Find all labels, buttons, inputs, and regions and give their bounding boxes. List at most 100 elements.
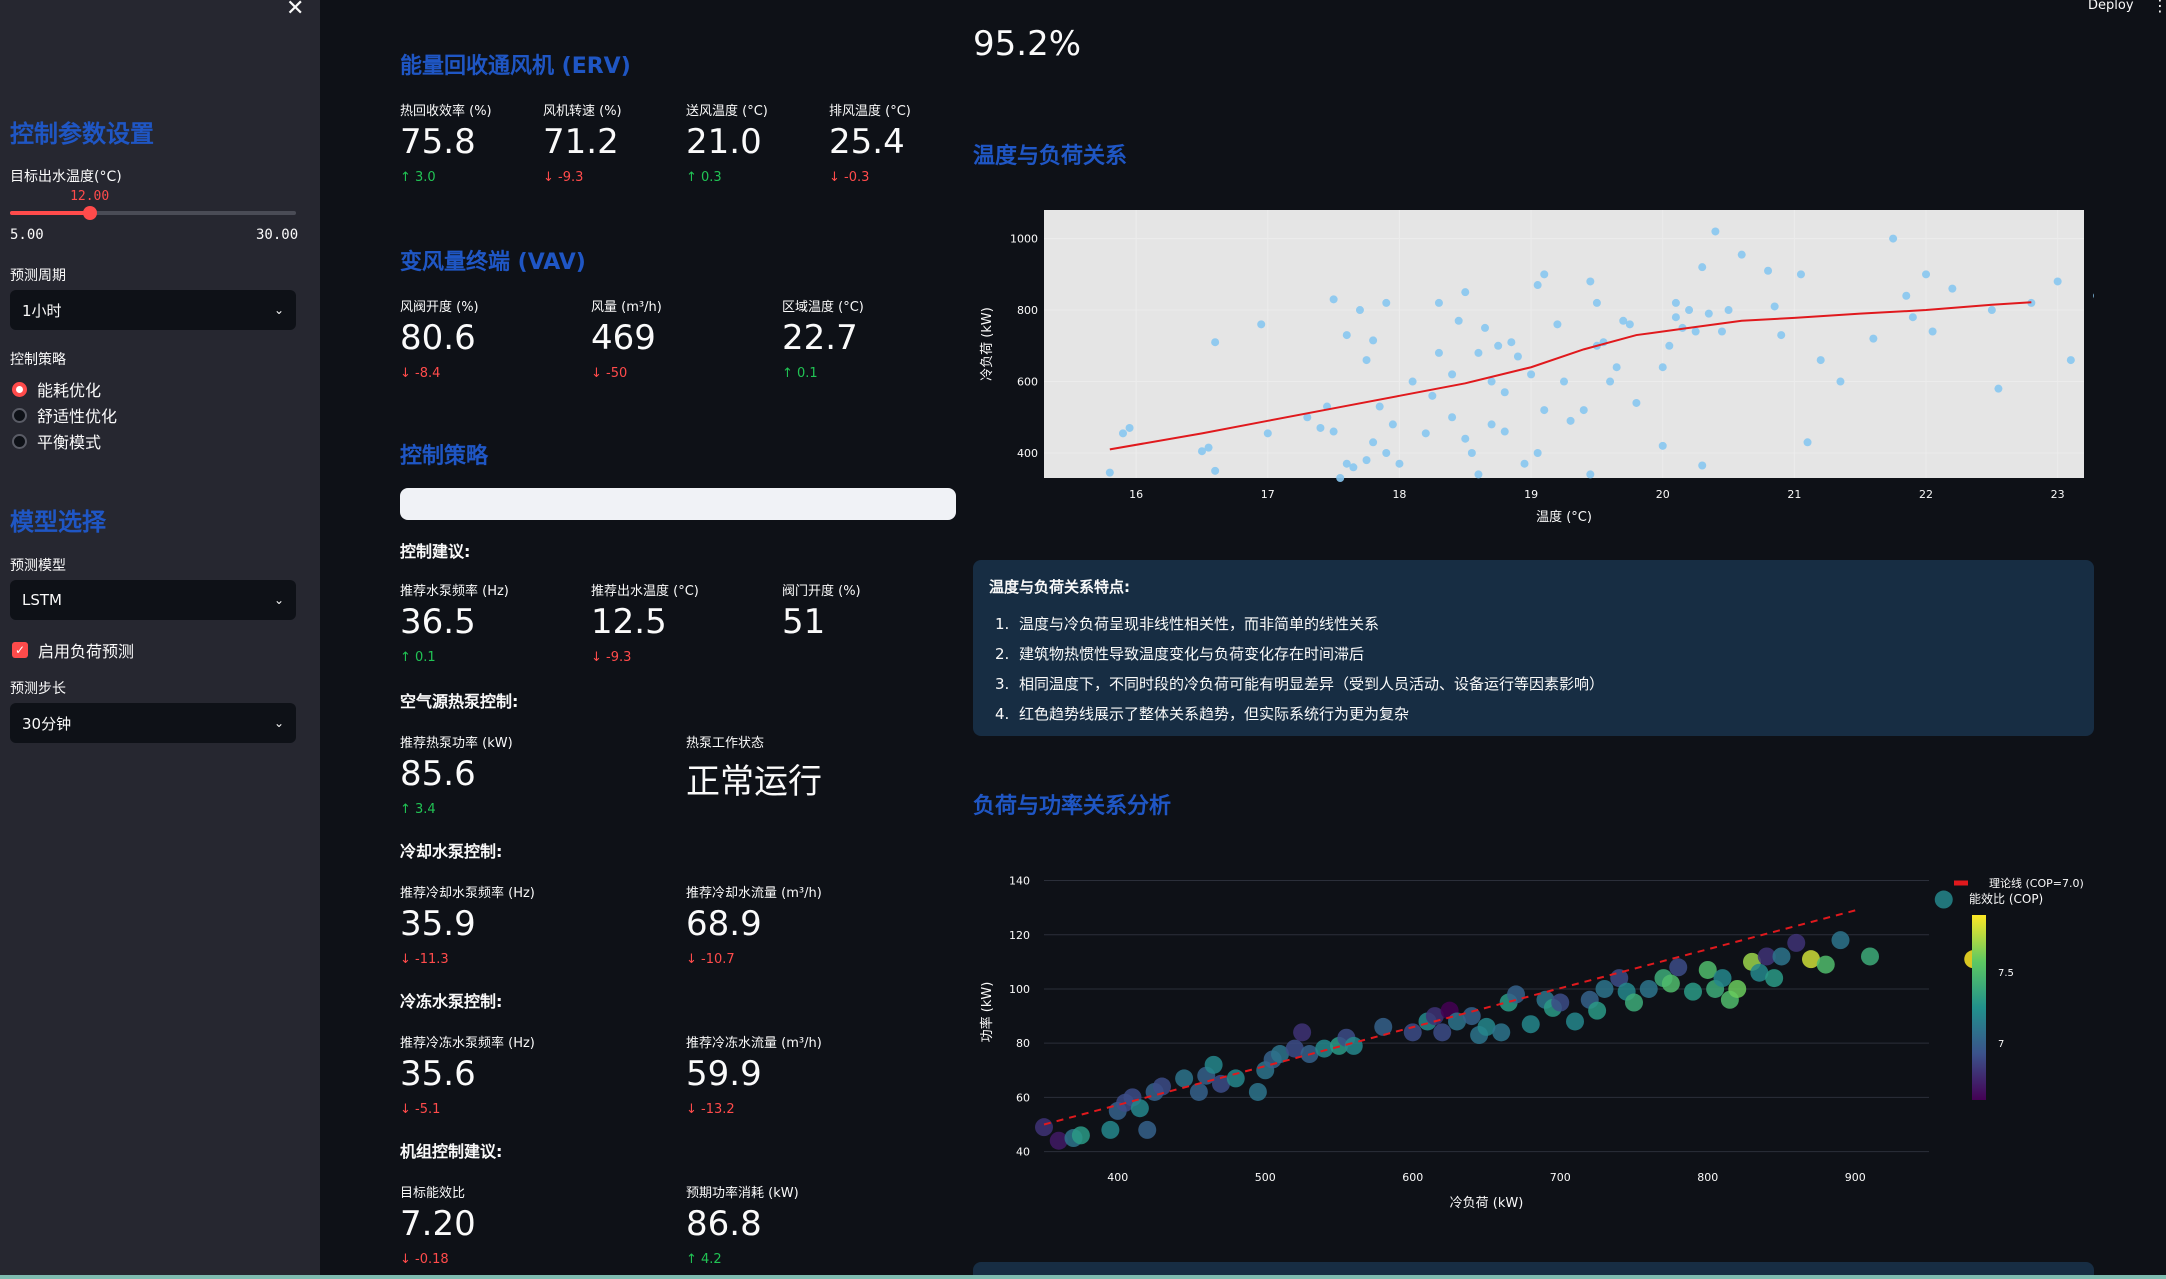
- data-point: [1336, 474, 1345, 482]
- erv-metric-label: 热回收效率 (%): [400, 104, 492, 119]
- erv-metric-label: 风机转速 (%): [543, 104, 622, 119]
- step-label: 预测步长: [10, 681, 66, 697]
- x-tick-label: 900: [1845, 1171, 1866, 1184]
- x-tick-label: 21: [1787, 488, 1801, 501]
- chilled-label: 冷冻水泵控制:: [400, 992, 503, 1011]
- chilled-metric-delta: ↓ -5.1: [400, 1102, 440, 1117]
- data-point: [1303, 413, 1312, 422]
- unit-metric-delta: ↓ -0.18: [400, 1252, 449, 1267]
- arrow-down-icon: ↓: [400, 1252, 416, 1267]
- data-point: [1704, 309, 1713, 318]
- data-point: [1831, 931, 1850, 950]
- delta-text: 4.2: [701, 1252, 722, 1267]
- data-point: [1204, 1055, 1223, 1074]
- data-point: [2053, 277, 2062, 286]
- delta-text: -13.2: [701, 1102, 735, 1117]
- radio-unselected-icon: [12, 433, 27, 449]
- data-point: [1369, 336, 1378, 345]
- data-point: [1787, 933, 1806, 952]
- data-point: [1487, 377, 1496, 386]
- notes-title: 温度与负荷关系特点:: [989, 578, 1130, 596]
- data-point: [1619, 316, 1628, 325]
- data-point: [1669, 958, 1688, 977]
- y-tick-label: 40: [1016, 1146, 1030, 1159]
- x-tick-label: 18: [1392, 488, 1406, 501]
- arrow-down-icon: ↓: [400, 952, 416, 967]
- data-point: [1342, 331, 1351, 340]
- data-point: [1889, 234, 1898, 243]
- strategy-title: 控制策略: [400, 444, 489, 469]
- strategy-option-energy[interactable]: 能耗优化: [12, 377, 101, 401]
- data-point: [1724, 306, 1733, 315]
- data-point: [1434, 348, 1443, 357]
- unit-metric-value: 7.20: [400, 1204, 476, 1244]
- deploy-button[interactable]: Deploy: [2088, 0, 2134, 13]
- load-forecast-checkbox[interactable]: ✓ 启用负荷预测: [12, 638, 134, 662]
- delta-text: 3.4: [415, 802, 436, 817]
- temp-load-title: 温度与负荷关系: [973, 144, 1128, 169]
- heatpump-power-value: 85.6: [400, 754, 476, 794]
- trend-line: [1109, 301, 2032, 451]
- heatpump-power-delta: ↑ 3.4: [400, 802, 436, 817]
- data-point: [1698, 960, 1717, 979]
- data-point: [1507, 338, 1516, 347]
- target-temp-value: 12.00: [70, 189, 110, 204]
- erv-metric-delta: ↓ -9.3: [543, 170, 583, 185]
- slider-thumb[interactable]: [83, 206, 98, 220]
- x-tick-label: 17: [1261, 488, 1275, 501]
- cooling-metric-delta: ↓ -10.7: [686, 952, 735, 967]
- data-point: [1382, 298, 1391, 307]
- arrow-down-icon: ↓: [829, 170, 845, 185]
- pump-metric-value: 12.5: [591, 602, 667, 642]
- data-point: [1500, 427, 1509, 436]
- colorbar-tick-label: 7: [1998, 1039, 2004, 1050]
- cooling-metric-value: 68.9: [686, 904, 762, 944]
- close-icon[interactable]: ✕: [286, 0, 305, 21]
- delta-text: 3.0: [415, 170, 436, 185]
- delta-text: -8.4: [415, 366, 441, 381]
- kebab-menu-icon[interactable]: ⋮: [2152, 0, 2166, 15]
- model-selection-heading: 模型选择: [10, 508, 106, 536]
- data-point: [1211, 466, 1220, 475]
- data-point: [2066, 356, 2075, 365]
- y-axis-label: 功率 (kW): [979, 982, 995, 1043]
- data-point: [1375, 402, 1384, 411]
- unit-metric-label: 目标能效比: [400, 1186, 466, 1201]
- info-box-partial: [973, 1262, 2094, 1279]
- data-point: [1474, 470, 1483, 479]
- data-point: [1105, 468, 1114, 477]
- data-point: [1639, 979, 1658, 998]
- data-point: [1566, 416, 1575, 425]
- step-select[interactable]: 30分钟 ⌄: [10, 703, 296, 743]
- data-point: [1362, 356, 1371, 365]
- pump-metric-label: 推荐水泵频率 (Hz): [400, 584, 509, 599]
- data-point: [1344, 1036, 1363, 1055]
- target-temp-slider[interactable]: [10, 206, 296, 220]
- forecast-period-select[interactable]: 1小时 ⌄: [10, 290, 296, 330]
- data-point: [1204, 443, 1213, 452]
- load-power-chart[interactable]: 40 60 80 100 120 140 400 500 600 700 800 900 冷负荷 (kW…: [973, 855, 2094, 1225]
- temp-load-chart[interactable]: 16 17 18 19 20 21 22 23 400 600 800 1000 温度 (°C) 冷负荷 …: [973, 200, 2094, 530]
- vav-metric-label: 风阀开度 (%): [400, 300, 479, 315]
- model-select[interactable]: LSTM ⌄: [10, 580, 296, 620]
- forecast-period-label: 预测周期: [10, 268, 66, 284]
- slider-fill: [10, 211, 91, 215]
- notes-box: 温度与负荷关系特点: 1. 温度与冷负荷呈现非线性相关性，而非简单的线性关系 2.…: [973, 560, 2094, 736]
- data-point: [1579, 406, 1588, 415]
- data-point: [1658, 363, 1667, 372]
- data-point: [1315, 1039, 1334, 1058]
- data-point: [1908, 313, 1917, 322]
- data-point: [1285, 1039, 1304, 1058]
- delta-text: -11.3: [415, 952, 449, 967]
- data-point: [1481, 323, 1490, 332]
- strategy-option-comfort[interactable]: 舒适性优化: [12, 403, 117, 427]
- cooling-metric-value: 35.9: [400, 904, 476, 944]
- delta-text: 0.1: [415, 650, 436, 665]
- erv-metric-delta: ↑ 0.3: [686, 170, 722, 185]
- erv-metric-delta: ↑ 3.0: [400, 170, 436, 185]
- data-point: [1101, 1120, 1120, 1139]
- strategy-option-balanced[interactable]: 平衡模式: [12, 429, 101, 453]
- y-axis-label: 冷负荷 (kW): [980, 307, 995, 381]
- heatpump-power-label: 推荐热泵功率 (kW): [400, 736, 513, 751]
